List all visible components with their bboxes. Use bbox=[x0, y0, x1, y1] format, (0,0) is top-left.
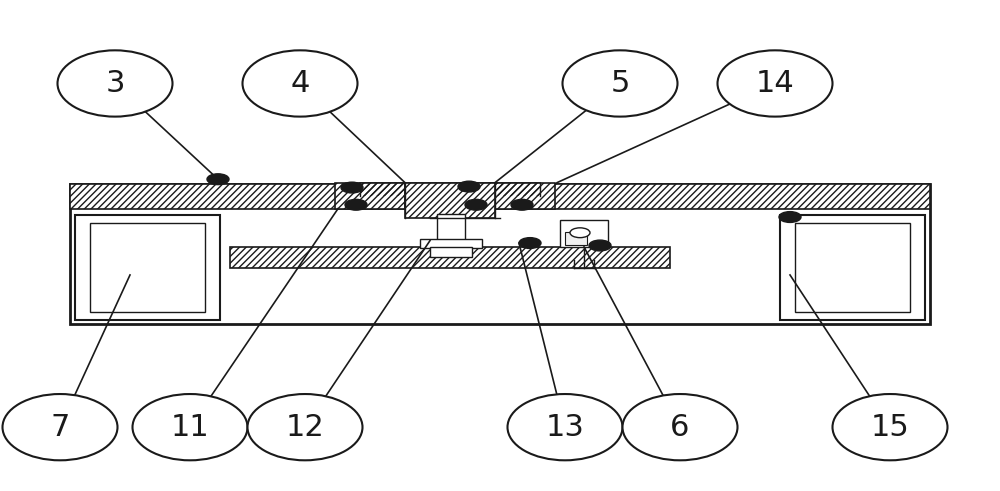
Bar bbox=[70, 184, 930, 209]
Bar bbox=[70, 184, 930, 209]
Bar bbox=[437, 214, 465, 243]
Circle shape bbox=[511, 199, 533, 210]
Bar bbox=[490, 183, 555, 209]
Text: 3: 3 bbox=[105, 69, 125, 98]
Ellipse shape bbox=[508, 394, 622, 461]
Bar bbox=[90, 223, 205, 312]
Ellipse shape bbox=[248, 394, 362, 461]
Text: 15: 15 bbox=[871, 412, 909, 442]
Bar bbox=[780, 215, 925, 320]
Circle shape bbox=[465, 199, 487, 210]
Circle shape bbox=[345, 199, 367, 210]
Bar bbox=[70, 184, 930, 324]
Ellipse shape bbox=[132, 394, 248, 461]
Bar bbox=[490, 183, 555, 209]
Text: 5: 5 bbox=[610, 69, 630, 98]
Ellipse shape bbox=[562, 51, 678, 117]
Text: 12: 12 bbox=[286, 412, 324, 442]
Text: 13: 13 bbox=[546, 412, 584, 442]
Circle shape bbox=[207, 174, 229, 185]
Bar bbox=[405, 183, 495, 218]
Bar bbox=[565, 232, 587, 245]
Circle shape bbox=[458, 181, 480, 192]
Circle shape bbox=[589, 240, 611, 251]
Text: 4: 4 bbox=[290, 69, 310, 98]
Bar bbox=[335, 183, 405, 209]
Bar bbox=[795, 223, 910, 312]
Bar bbox=[560, 220, 608, 247]
Bar bbox=[420, 239, 482, 248]
Ellipse shape bbox=[58, 51, 173, 117]
Circle shape bbox=[779, 212, 801, 222]
Bar bbox=[230, 247, 670, 268]
Text: 14: 14 bbox=[756, 69, 794, 98]
Bar bbox=[405, 183, 495, 218]
Circle shape bbox=[341, 182, 363, 193]
Circle shape bbox=[519, 238, 541, 248]
Text: 7: 7 bbox=[50, 412, 70, 442]
Bar bbox=[335, 183, 405, 209]
Ellipse shape bbox=[622, 394, 738, 461]
Ellipse shape bbox=[718, 51, 832, 117]
Ellipse shape bbox=[832, 394, 948, 461]
Bar bbox=[430, 247, 472, 257]
Text: 11: 11 bbox=[171, 412, 209, 442]
Bar bbox=[75, 215, 220, 320]
Ellipse shape bbox=[2, 394, 118, 461]
Bar bbox=[230, 247, 670, 268]
Ellipse shape bbox=[242, 51, 358, 117]
Circle shape bbox=[570, 228, 590, 238]
Bar bbox=[360, 183, 540, 196]
Text: 6: 6 bbox=[670, 412, 690, 442]
Bar bbox=[360, 183, 540, 196]
